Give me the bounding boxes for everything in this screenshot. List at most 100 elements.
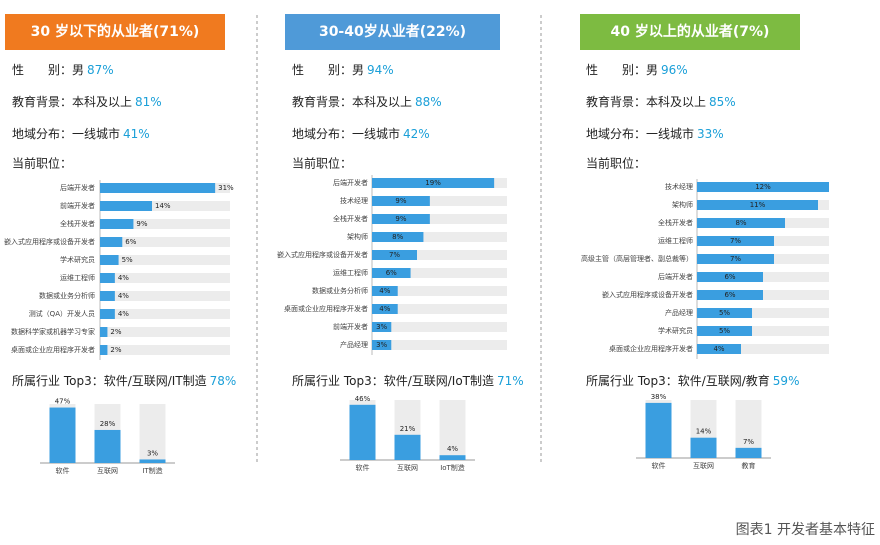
bar	[697, 254, 774, 264]
category-label: 架构师	[672, 200, 693, 209]
bar-track	[697, 326, 829, 336]
category-label: 技术经理	[665, 182, 693, 191]
bar-track	[100, 273, 230, 283]
panel-header-box	[5, 14, 225, 50]
bar-track	[372, 340, 507, 350]
category-label: 全栈开发者	[658, 218, 693, 227]
category-label: 学术研究员	[658, 326, 693, 335]
value-label: 21%	[400, 425, 416, 433]
category-label: 运维工程师	[658, 236, 693, 245]
category-label: 桌面或企业应用程序开发者	[11, 345, 95, 354]
bar	[100, 183, 216, 193]
category-label: 后端开发者	[333, 178, 368, 187]
bar-track	[100, 291, 230, 301]
category-label: 数据科学家或机器学习专家	[11, 327, 95, 336]
bar	[49, 407, 76, 463]
value-label: 4%	[118, 310, 129, 318]
bar	[697, 326, 752, 336]
bar-track	[372, 304, 507, 314]
stat-label: 地域分布：一线城市	[292, 126, 400, 141]
category-label: 嵌入式应用程序或设备开发者	[277, 250, 368, 259]
bar	[372, 340, 392, 350]
position-title: 当前职位：	[586, 156, 646, 171]
bar-track	[372, 232, 507, 242]
category-label: 全栈开发者	[60, 219, 95, 228]
industry-value: 59%	[773, 374, 800, 388]
value-label: 9%	[395, 215, 406, 223]
value-label: 3%	[376, 323, 387, 331]
bar-track	[697, 308, 829, 318]
value-label: 19%	[425, 179, 441, 187]
bar	[697, 200, 818, 210]
category-label: 后端开发者	[658, 272, 693, 281]
bar	[372, 286, 398, 296]
bar	[439, 455, 466, 460]
caption: 图表1 开发者基本特征	[736, 521, 875, 538]
value-label: 3%	[376, 341, 387, 349]
value-label: 6%	[724, 291, 735, 299]
bar-track	[372, 196, 507, 206]
stat: 教育背景：本科及以上 88%	[292, 94, 442, 109]
bar-track	[100, 201, 230, 211]
value-label: 2%	[110, 346, 121, 354]
value-label: 8%	[735, 219, 746, 227]
stat-value: 81%	[135, 95, 162, 109]
stat-value: 87%	[87, 63, 114, 77]
bar	[100, 201, 152, 211]
value-label: 7%	[730, 255, 741, 263]
value-label: 11%	[750, 201, 766, 209]
bar	[100, 219, 134, 229]
bar-track	[100, 345, 230, 355]
value-label: 28%	[100, 420, 116, 428]
bar	[372, 214, 430, 224]
value-label: 5%	[719, 327, 730, 335]
bar	[372, 232, 424, 242]
value-label: 4%	[379, 287, 390, 295]
stat: 地域分布：一线城市 33%	[586, 126, 724, 141]
category-label: 软件	[356, 463, 370, 472]
bar	[139, 459, 166, 463]
value-label: 4%	[118, 292, 129, 300]
stat-value: 94%	[367, 63, 394, 77]
bar-track	[439, 400, 466, 460]
category-label: 高级主管（高层管理者、副总裁等）	[581, 254, 693, 263]
value-label: 6%	[724, 273, 735, 281]
stat: 地域分布：一线城市 42%	[292, 126, 430, 141]
bar-track	[100, 327, 230, 337]
industry-label: 所属行业 Top3：软件/互联网/IT制造	[12, 374, 207, 388]
category-label: 运维工程师	[333, 268, 368, 277]
bar-track	[697, 344, 829, 354]
category-label: IT制造	[142, 466, 162, 475]
category-label: 架构师	[347, 232, 368, 241]
stat: 教育背景：本科及以上 81%	[12, 94, 162, 109]
value-label: 6%	[125, 238, 136, 246]
stat-label: 性 别：男	[586, 63, 658, 77]
value-label: 5%	[719, 309, 730, 317]
bar	[372, 250, 417, 260]
bar	[394, 434, 421, 460]
value-label: 3%	[147, 449, 158, 457]
industry-label: 所属行业 Top3：软件/互联网/教育	[586, 373, 770, 388]
category-label: 互联网	[693, 461, 714, 470]
value-label: 8%	[392, 233, 403, 241]
category-label: 教育	[742, 461, 756, 470]
category-label: 技术经理	[340, 196, 368, 205]
value-label: 47%	[55, 398, 71, 406]
category-label: 嵌入式应用程序或设备开发者	[602, 290, 693, 299]
bar	[697, 344, 741, 354]
stat-value: 41%	[123, 127, 150, 141]
panel-header: 30 岁以下的从业者(71%)	[31, 23, 200, 40]
category-label: 后端开发者	[60, 183, 95, 192]
bar	[697, 290, 763, 300]
stat: 性 别：男 96%	[586, 63, 688, 77]
value-label: 7%	[730, 237, 741, 245]
bar	[100, 345, 108, 355]
category-label: 产品经理	[665, 308, 693, 317]
panel-header-box	[285, 14, 500, 50]
value-label: 4%	[713, 345, 724, 353]
value-label: 9%	[136, 220, 147, 228]
bar	[100, 291, 115, 301]
value-label: 12%	[755, 183, 771, 191]
value-label: 31%	[218, 184, 234, 192]
